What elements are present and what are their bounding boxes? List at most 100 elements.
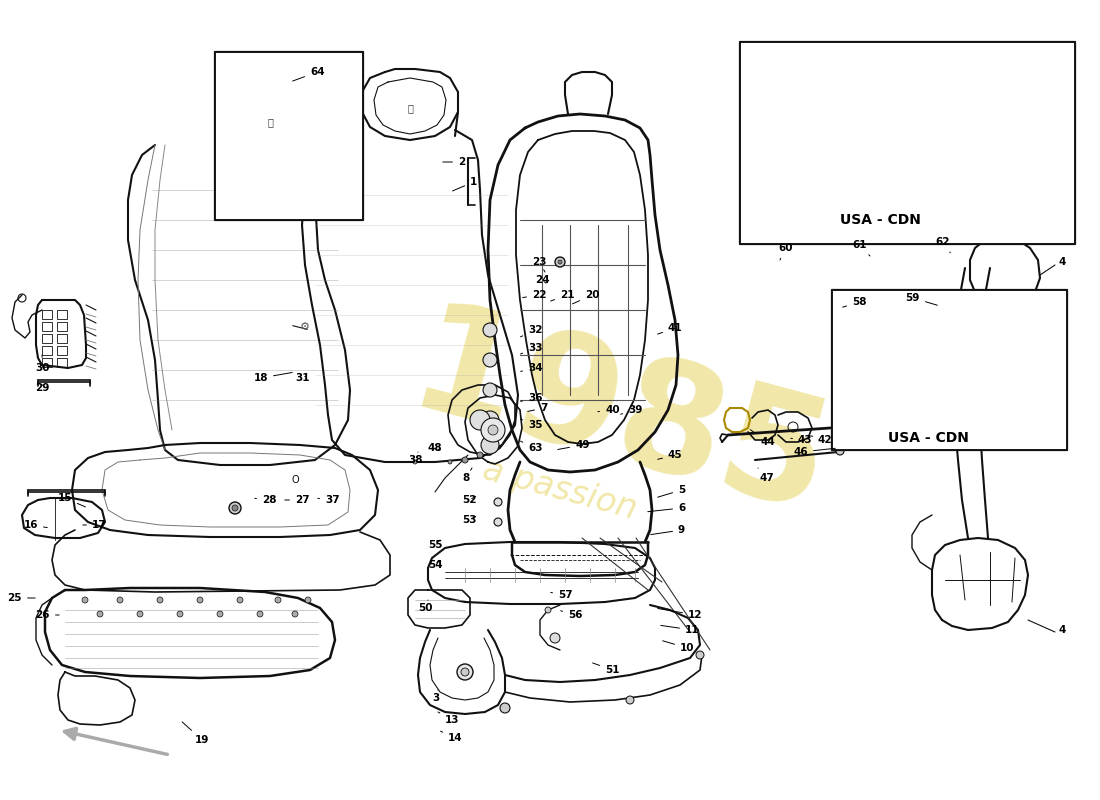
Circle shape: [305, 597, 311, 603]
Circle shape: [229, 502, 241, 514]
Text: 59: 59: [905, 293, 937, 306]
Circle shape: [556, 257, 565, 267]
Text: 37: 37: [318, 495, 340, 505]
Circle shape: [481, 436, 499, 454]
Circle shape: [488, 425, 498, 435]
Text: 32: 32: [520, 325, 542, 337]
Text: 42: 42: [811, 435, 833, 445]
Circle shape: [117, 597, 123, 603]
Text: 🐎: 🐎: [407, 103, 412, 113]
Bar: [42, 334, 52, 343]
Text: 48: 48: [428, 443, 442, 453]
Text: 50: 50: [418, 600, 432, 613]
Text: 1985: 1985: [395, 293, 845, 547]
Text: 55: 55: [428, 540, 442, 550]
Bar: [57, 310, 67, 319]
Text: 31: 31: [295, 373, 309, 383]
Text: 23: 23: [532, 257, 547, 272]
Text: 18: 18: [253, 373, 293, 383]
Text: USA - CDN: USA - CDN: [888, 431, 968, 445]
Text: 47: 47: [758, 468, 774, 483]
Circle shape: [232, 505, 238, 511]
Text: 20: 20: [572, 290, 600, 304]
Bar: [42, 358, 52, 367]
Circle shape: [838, 420, 846, 428]
Text: 60: 60: [778, 243, 792, 260]
Circle shape: [456, 664, 473, 680]
FancyBboxPatch shape: [214, 52, 363, 220]
Text: 11: 11: [661, 625, 700, 635]
Bar: [42, 346, 52, 355]
Text: 62: 62: [935, 237, 950, 253]
Text: 34: 34: [520, 363, 542, 373]
Circle shape: [494, 498, 502, 506]
Bar: [57, 358, 67, 367]
Text: 64: 64: [293, 67, 324, 81]
Circle shape: [448, 460, 452, 464]
FancyBboxPatch shape: [740, 42, 1075, 244]
Circle shape: [82, 597, 88, 603]
Circle shape: [197, 597, 204, 603]
Circle shape: [257, 611, 263, 617]
Text: 49: 49: [558, 440, 590, 450]
Text: 39: 39: [620, 405, 642, 415]
Circle shape: [477, 452, 483, 458]
Text: 54: 54: [428, 560, 442, 570]
Text: 12: 12: [658, 609, 703, 620]
Text: 53: 53: [462, 515, 476, 525]
Text: 45: 45: [658, 450, 683, 460]
Text: 56: 56: [561, 610, 583, 620]
FancyBboxPatch shape: [832, 290, 1067, 450]
Bar: [57, 334, 67, 343]
Text: 13: 13: [438, 712, 460, 725]
Text: 43: 43: [791, 435, 813, 445]
Circle shape: [157, 597, 163, 603]
Circle shape: [481, 411, 499, 429]
Text: 61: 61: [852, 240, 870, 256]
Text: USA - CDN: USA - CDN: [839, 213, 921, 227]
Circle shape: [470, 410, 490, 430]
Text: 28: 28: [255, 495, 276, 505]
Text: 4: 4: [1058, 625, 1066, 635]
Text: 46: 46: [793, 447, 835, 457]
Bar: [57, 322, 67, 331]
Text: 10: 10: [662, 641, 694, 653]
Text: 40: 40: [597, 405, 619, 415]
Text: 8: 8: [462, 468, 472, 483]
Text: 🐎: 🐎: [267, 117, 273, 127]
Text: 5: 5: [658, 485, 685, 498]
Bar: [42, 310, 52, 319]
Text: 29: 29: [35, 383, 50, 393]
Text: 26: 26: [35, 610, 59, 620]
Circle shape: [236, 597, 243, 603]
Text: 30: 30: [35, 355, 50, 373]
Text: 38: 38: [408, 452, 422, 465]
Text: 33: 33: [520, 343, 542, 354]
Text: 35: 35: [520, 419, 542, 430]
Circle shape: [483, 383, 497, 397]
Circle shape: [481, 418, 505, 442]
Text: 14: 14: [440, 731, 463, 743]
Text: 3: 3: [432, 690, 439, 703]
Text: 15: 15: [57, 493, 86, 507]
Text: 17: 17: [82, 520, 107, 530]
Text: 63: 63: [520, 441, 542, 453]
Circle shape: [292, 611, 298, 617]
Circle shape: [461, 668, 469, 676]
Text: ⚙: ⚙: [300, 322, 310, 332]
Circle shape: [217, 611, 223, 617]
Bar: [42, 322, 52, 331]
Text: 7: 7: [528, 403, 548, 413]
Circle shape: [626, 696, 634, 704]
Circle shape: [177, 611, 183, 617]
Circle shape: [544, 607, 551, 613]
Text: 36: 36: [520, 393, 542, 403]
Text: 2: 2: [443, 157, 465, 167]
Circle shape: [494, 518, 502, 526]
Text: 19: 19: [183, 722, 209, 745]
Text: 16: 16: [23, 520, 47, 530]
Circle shape: [483, 353, 497, 367]
Text: 27: 27: [285, 495, 309, 505]
Circle shape: [558, 260, 562, 264]
Text: 9: 9: [651, 525, 685, 535]
